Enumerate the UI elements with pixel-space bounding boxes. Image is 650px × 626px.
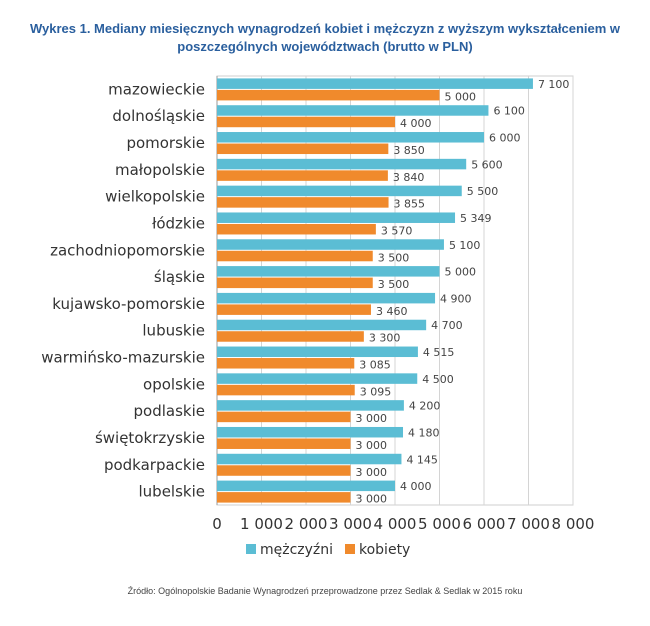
data-label-men: 6 100 [493, 105, 525, 118]
data-label-women: 3 000 [356, 493, 388, 506]
data-label-women: 3 500 [378, 251, 410, 264]
data-label-men: 6 000 [489, 132, 521, 145]
data-label-women: 3 570 [381, 224, 413, 237]
category-label: mazowieckie [108, 80, 205, 98]
bar-men [217, 105, 489, 116]
data-label-women: 5 000 [445, 90, 477, 103]
data-label-women: 3 460 [376, 305, 408, 318]
bar-men [217, 453, 402, 465]
x-tick-label: 8 000 [552, 515, 595, 533]
category-label: małopolskie [115, 161, 205, 179]
data-label-women: 3 000 [356, 439, 388, 452]
bar-men [217, 266, 440, 277]
x-tick-label: 6 000 [463, 515, 506, 533]
data-label-women: 3 095 [360, 385, 392, 398]
category-label: podlaskie [134, 402, 205, 420]
data-label-women: 3 000 [356, 412, 388, 425]
bar-women [217, 197, 389, 208]
legend-swatch-women [345, 544, 355, 554]
category-label: lubelskie [139, 483, 206, 501]
bar-women [217, 465, 351, 476]
bar-men [217, 480, 395, 492]
data-label-men: 7 100 [538, 78, 570, 91]
category-label: łódzkie [152, 214, 205, 232]
data-label-men: 5 600 [471, 158, 503, 171]
data-label-men: 5 349 [460, 212, 492, 225]
data-label-women: 3 300 [369, 332, 401, 345]
source-note: Źródło: Ogólnopolskie Badanie Wynagrodze… [127, 586, 523, 596]
legend-swatch-men [246, 544, 256, 554]
data-label-men: 4 000 [400, 480, 432, 493]
data-label-women: 4 000 [400, 117, 432, 130]
bar-men [217, 319, 427, 331]
category-label: wielkopolskie [105, 188, 205, 206]
category-label: opolskie [143, 375, 205, 393]
legend-label-men: mężczyźni [260, 542, 333, 558]
bar-women [217, 438, 351, 449]
bar-women [217, 223, 376, 235]
bar-women [217, 250, 373, 262]
category-label: dolnośląskie [112, 107, 205, 125]
bar-women [217, 277, 373, 289]
bar-women [217, 358, 355, 369]
category-label: lubuskie [142, 322, 205, 340]
bar-women [217, 170, 388, 181]
bar-men [217, 158, 467, 170]
x-tick-label: 1 000 [240, 515, 283, 533]
bar-women [217, 116, 395, 128]
data-label-men: 5 100 [449, 239, 481, 252]
data-label-men: 4 145 [406, 453, 438, 466]
data-label-men: 4 180 [408, 426, 440, 439]
category-label: podkarpackie [104, 456, 205, 474]
category-label: kujawsko-pomorskie [52, 295, 205, 313]
bar-men [217, 78, 533, 89]
data-label-men: 4 200 [409, 400, 441, 413]
bar-men [217, 212, 456, 223]
legend-label-women: kobiety [359, 542, 410, 558]
bar-women [217, 304, 371, 315]
data-label-women: 3 085 [359, 359, 391, 372]
data-label-men: 5 000 [445, 266, 477, 279]
bar-men [217, 185, 462, 197]
data-label-women: 3 840 [393, 171, 425, 184]
bar-women [217, 331, 364, 342]
data-label-women: 3 855 [394, 198, 426, 211]
bar-women [217, 89, 440, 101]
chart-title-line-2: poszczególnych województwach (brutto w P… [177, 39, 473, 54]
data-label-women: 3 000 [356, 466, 388, 479]
category-label: śląskie [154, 268, 205, 286]
bar-men [217, 346, 418, 358]
bar-men [217, 239, 444, 250]
x-tick-label: 5 000 [418, 515, 461, 533]
data-label-men: 4 515 [423, 346, 455, 359]
data-label-women: 3 500 [378, 278, 410, 291]
x-tick-label: 0 [212, 515, 222, 533]
chart-title-line-1: Wykres 1. Mediany miesięcznych wynagrodz… [29, 21, 621, 36]
bar-men [217, 373, 418, 384]
data-label-men: 5 500 [467, 185, 499, 198]
category-label: świętokrzyskie [95, 429, 205, 447]
category-label: pomorskie [126, 134, 205, 152]
x-tick-label: 2 000 [285, 515, 328, 533]
category-label: warmińsko-mazurskie [41, 349, 205, 367]
bar-women [217, 143, 389, 155]
bar-women [217, 411, 351, 423]
x-tick-label: 7 000 [507, 515, 550, 533]
bar-men [217, 400, 404, 411]
x-tick-label: 4 000 [374, 515, 417, 533]
bar-men [217, 292, 436, 304]
data-label-men: 4 500 [422, 373, 454, 386]
bar-women [217, 492, 351, 503]
chart-title: Wykres 1. Mediany miesięcznych wynagrodz… [0, 20, 650, 56]
data-label-women: 3 850 [393, 144, 425, 157]
x-tick-label: 3 000 [329, 515, 372, 533]
bar-women [217, 384, 355, 396]
data-label-men: 4 700 [431, 319, 463, 332]
category-label: zachodniopomorskie [50, 241, 205, 259]
data-label-men: 4 900 [440, 292, 472, 305]
bar-men [217, 132, 484, 143]
bar-men [217, 426, 404, 438]
